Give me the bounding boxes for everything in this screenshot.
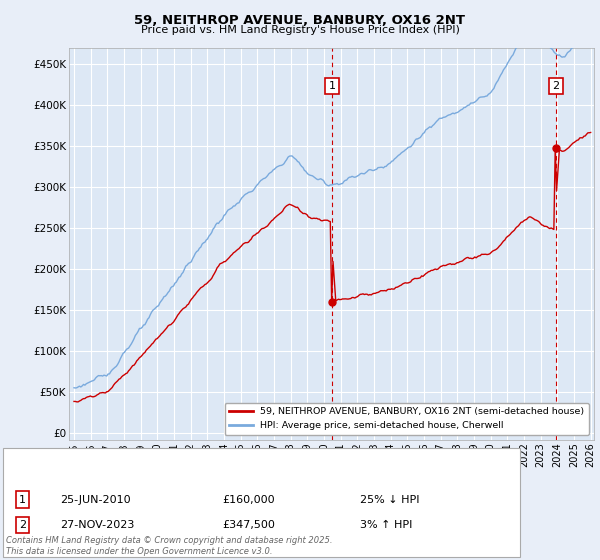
Text: 1: 1 — [19, 494, 26, 505]
Text: 3% ↑ HPI: 3% ↑ HPI — [360, 520, 412, 530]
Text: £160,000: £160,000 — [222, 494, 275, 505]
Text: Price paid vs. HM Land Registry's House Price Index (HPI): Price paid vs. HM Land Registry's House … — [140, 25, 460, 35]
Text: 59, NEITHROP AVENUE, BANBURY, OX16 2NT: 59, NEITHROP AVENUE, BANBURY, OX16 2NT — [134, 14, 466, 27]
Text: 27-NOV-2023: 27-NOV-2023 — [60, 520, 134, 530]
Text: 1: 1 — [328, 81, 335, 91]
Text: Contains HM Land Registry data © Crown copyright and database right 2025.
This d: Contains HM Land Registry data © Crown c… — [6, 536, 332, 556]
Text: 25-JUN-2010: 25-JUN-2010 — [60, 494, 131, 505]
Text: 2: 2 — [19, 520, 26, 530]
Text: 25% ↓ HPI: 25% ↓ HPI — [360, 494, 419, 505]
Text: £347,500: £347,500 — [222, 520, 275, 530]
Legend: 59, NEITHROP AVENUE, BANBURY, OX16 2NT (semi-detached house), HPI: Average price: 59, NEITHROP AVENUE, BANBURY, OX16 2NT (… — [224, 403, 589, 435]
Text: 2: 2 — [552, 81, 559, 91]
